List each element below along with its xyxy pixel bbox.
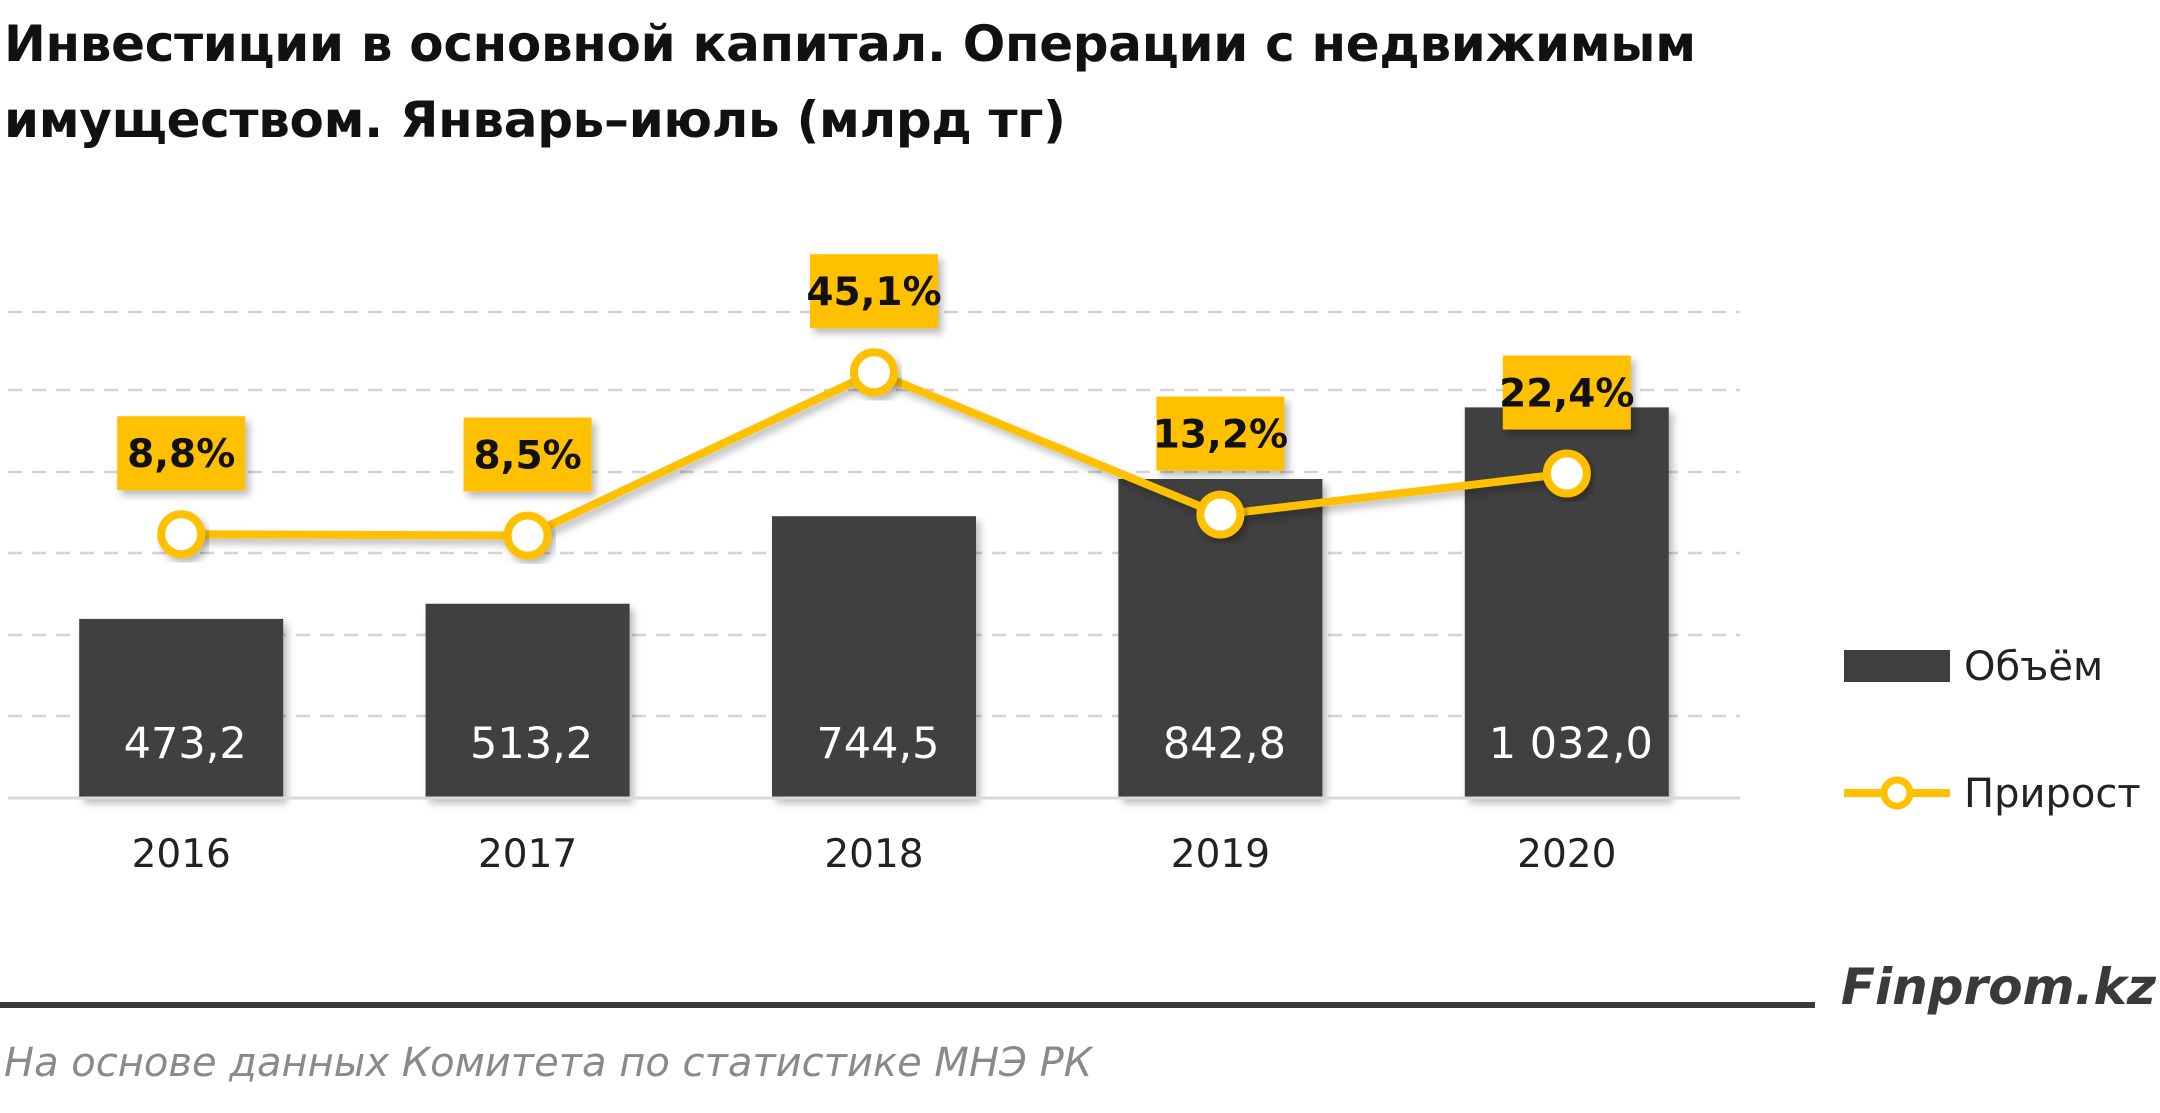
bar-value-label: 842,8 bbox=[1163, 719, 1286, 769]
bar-value-labels: 473,2 513,2 744,5 842,8 1 032,0 bbox=[124, 719, 1653, 769]
growth-label-box bbox=[117, 416, 246, 491]
bar-2018 bbox=[772, 516, 976, 798]
source-note: На основе данных Комитета по статистике … bbox=[4, 1040, 1093, 1086]
bar-value-label: 1 032,0 bbox=[1489, 719, 1653, 769]
legend-marker-growth bbox=[1880, 776, 1914, 810]
chart-title-line-2: имуществом. Январь–июль (млрд тг) bbox=[4, 91, 1066, 149]
footer-divider bbox=[0, 1002, 1815, 1008]
growth-line bbox=[181, 368, 1568, 540]
legend-label-growth: Прирост bbox=[1964, 771, 2141, 817]
chart-title: Инвестиции в основной капитал. Операции … bbox=[4, 6, 1804, 158]
x-tick-label: 2019 bbox=[1171, 832, 1270, 877]
x-tick-label: 2018 bbox=[824, 832, 923, 877]
x-tick-label: 2017 bbox=[478, 832, 577, 877]
legend-label-volume: Объём bbox=[1964, 644, 2103, 690]
growth-label-box bbox=[810, 254, 938, 329]
growth-value-label: 45,1% bbox=[806, 270, 941, 315]
growth-value-label: 22,4% bbox=[1499, 372, 1634, 417]
brand-logo-text: Finprom.kz bbox=[1840, 958, 2156, 1016]
bar-value-label: 473,2 bbox=[124, 719, 247, 769]
bar-2017 bbox=[425, 603, 630, 798]
legend-swatch-volume bbox=[1844, 650, 1950, 682]
growth-value-label: 8,8% bbox=[127, 432, 235, 477]
growth-value-labels: 8,8% 8,5% 45,1% 13,2% 22,4% bbox=[117, 254, 1634, 492]
growth-label-box bbox=[1502, 355, 1631, 430]
growth-marker-2019 bbox=[1196, 490, 1245, 539]
growth-label-box bbox=[463, 417, 592, 492]
x-axis: 2016 2017 2018 2019 2020 bbox=[8, 796, 1740, 877]
growth-value-label: 13,2% bbox=[1153, 413, 1288, 458]
x-tick-label: 2020 bbox=[1517, 832, 1616, 877]
chart-title-line-1: Инвестиции в основной капитал. Операции … bbox=[4, 15, 1696, 73]
growth-marker-2018 bbox=[850, 348, 898, 397]
line-series-growth bbox=[157, 348, 1591, 560]
bar-2016 bbox=[79, 618, 284, 798]
legend: Объём Прирост bbox=[1844, 644, 2141, 817]
bar-value-label: 513,2 bbox=[470, 719, 593, 769]
growth-label-box bbox=[1156, 396, 1285, 471]
bar-series-volume bbox=[79, 407, 1669, 798]
bar-value-label: 744,5 bbox=[816, 719, 939, 769]
growth-value-label: 8,5% bbox=[474, 434, 582, 479]
growth-marker-2017 bbox=[503, 511, 552, 560]
growth-marker-2020 bbox=[1542, 449, 1591, 498]
growth-marker-2016 bbox=[157, 510, 206, 559]
x-tick-label: 2016 bbox=[132, 832, 231, 877]
